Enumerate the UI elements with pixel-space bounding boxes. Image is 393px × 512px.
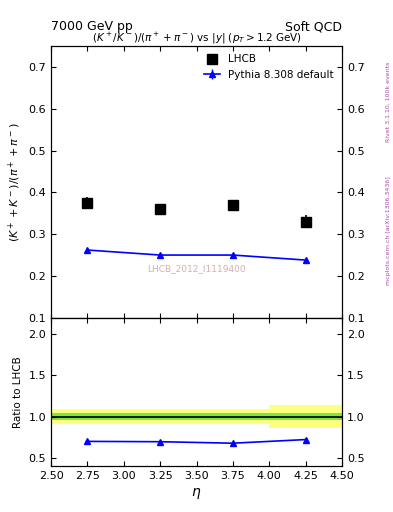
Y-axis label: Ratio to LHCB: Ratio to LHCB [13, 356, 23, 428]
Legend: LHCB, Pythia 8.308 default: LHCB, Pythia 8.308 default [201, 51, 337, 83]
Title: $(K^+/K^-)/(\pi^++\pi^-)$ vs $|y|$ $(p_T > 1.2$ GeV$)$: $(K^+/K^-)/(\pi^++\pi^-)$ vs $|y|$ $(p_T… [92, 31, 301, 46]
Text: mcplots.cern.ch [arXiv:1306.3436]: mcplots.cern.ch [arXiv:1306.3436] [386, 176, 391, 285]
Y-axis label: $(K^+ + K^-)/(\pi^+ + \pi^-)$: $(K^+ + K^-)/(\pi^+ + \pi^-)$ [7, 122, 23, 242]
Text: Rivet 3.1.10, 100k events: Rivet 3.1.10, 100k events [386, 61, 391, 142]
Bar [51, 413, 342, 420]
Text: LHCB_2012_I1119400: LHCB_2012_I1119400 [147, 264, 246, 273]
Text: 7000 GeV pp: 7000 GeV pp [51, 20, 133, 33]
X-axis label: $\eta$: $\eta$ [191, 486, 202, 501]
Text: Soft QCD: Soft QCD [285, 20, 342, 33]
